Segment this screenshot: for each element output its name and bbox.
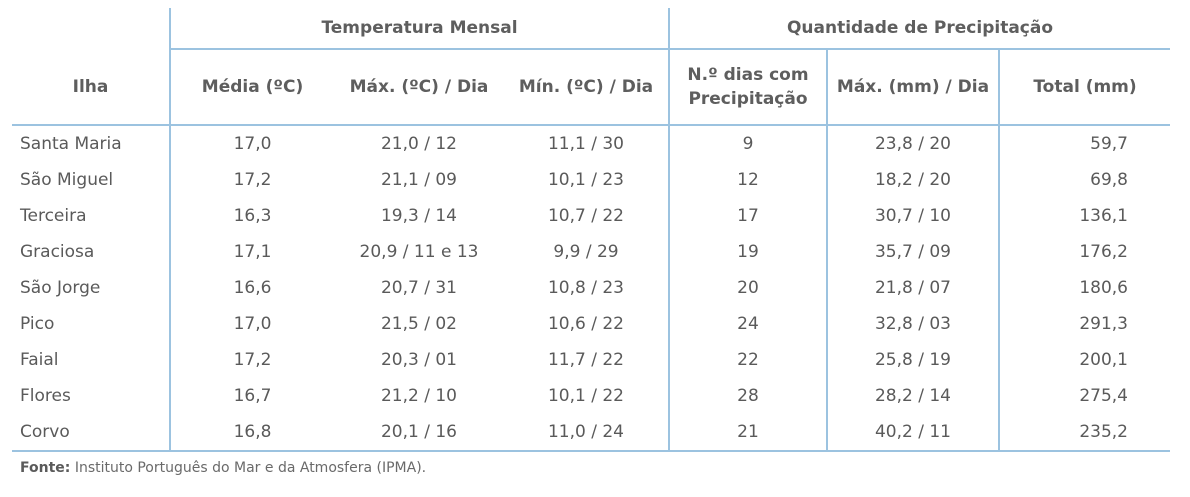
- cell-ilha: Terceira: [20, 206, 87, 226]
- cell-rain-days: 19: [668, 234, 827, 270]
- table-row: Terceira 16,3 19,3 / 14 10,7 / 22 17 30,…: [12, 198, 1170, 234]
- table-row: Flores 16,7 21,2 / 10 10,1 / 22 28 28,2 …: [12, 378, 1170, 414]
- cell-media: 17,0: [169, 125, 334, 162]
- source-note: Fonte: Instituto Português do Mar e da A…: [20, 460, 426, 476]
- cell-total-rain: 180,6: [998, 270, 1170, 306]
- table-row: Graciosa 17,1 20,9 / 11 e 13 9,9 / 29 19…: [12, 234, 1170, 270]
- cell-max-rain: 23,8 / 20: [826, 125, 999, 162]
- cell-total-rain: 69,8: [998, 162, 1170, 198]
- cell-max-temp: 20,3 / 01: [380, 350, 458, 370]
- cell-media: 17,0: [169, 306, 334, 342]
- cell-max-rain: 30,7 / 10: [826, 198, 999, 234]
- cell-max-rain: 21,8 / 07: [826, 270, 999, 306]
- cell-max-rain: 25,8 / 19: [826, 342, 999, 378]
- cell-max-rain: 28,2 / 14: [826, 378, 999, 414]
- cell-max-temp: 20,1 / 16: [334, 414, 504, 452]
- cell-max-temp: 20,7 / 31: [380, 278, 458, 298]
- column-header-row: Ilha Média (ºC) Máx. (ºC) / Dia Mín. (ºC…: [12, 49, 1170, 126]
- cell-total-rain: 200,1: [998, 342, 1170, 378]
- column-header-total-rain: Total (mm): [998, 49, 1170, 126]
- cell-max-rain: 40,2 / 11: [826, 414, 999, 452]
- table-row: Faial 17,2 20,3 / 01 11,7 / 22 22 25,8 /…: [12, 342, 1170, 378]
- cell-total-rain: 176,2: [998, 234, 1170, 270]
- column-header-max-temp: Máx. (ºC) / Dia: [334, 49, 504, 126]
- cell-media: 16,3: [169, 198, 334, 234]
- cell-min-temp: 9,9 / 29: [553, 242, 619, 262]
- group-header-temperature: Temperatura Mensal: [169, 8, 669, 50]
- cell-rain-days: 28: [668, 378, 827, 414]
- cell-ilha: Santa Maria: [20, 134, 122, 154]
- source-text: Instituto Português do Mar e da Atmosfer…: [70, 460, 427, 476]
- cell-max-temp: 21,5 / 02: [380, 314, 458, 334]
- cell-min-temp: 11,1 / 30: [547, 134, 625, 154]
- cell-min-temp: 11,7 / 22: [547, 350, 625, 370]
- cell-media: 16,8: [169, 414, 334, 452]
- cell-total-rain: 59,7: [998, 125, 1170, 162]
- group-header-row: Temperatura Mensal Quantidade de Precipi…: [12, 8, 1170, 50]
- cell-media: 16,6: [169, 270, 334, 306]
- column-header-max-rain: Máx. (mm) / Dia: [826, 49, 999, 126]
- cell-rain-days: 24: [668, 306, 827, 342]
- cell-max-temp: 21,2 / 10: [380, 386, 458, 406]
- cell-max-temp: 21,1 / 09: [380, 170, 458, 190]
- column-header-min-temp: Mín. (ºC) / Dia: [504, 49, 669, 126]
- cell-rain-days: 17: [668, 198, 827, 234]
- source-label: Fonte:: [20, 460, 71, 476]
- cell-max-temp: 20,9 / 11 e 13: [359, 242, 479, 262]
- climate-table: Temperatura Mensal Quantidade de Precipi…: [12, 8, 1170, 452]
- cell-min-temp: 10,8 / 23: [547, 278, 625, 298]
- cell-rain-days: 21: [668, 414, 827, 452]
- cell-min-temp: 10,1 / 23: [547, 170, 625, 190]
- cell-media: 17,1: [169, 234, 334, 270]
- table-row: Pico 17,0 21,5 / 02 10,6 / 22 24 32,8 / …: [12, 306, 1170, 342]
- cell-max-temp: 19,3 / 14: [380, 206, 458, 226]
- table-row: São Jorge 16,6 20,7 / 31 10,8 / 23 20 21…: [12, 270, 1170, 306]
- cell-total-rain: 235,2: [998, 414, 1170, 452]
- cell-ilha: São Jorge: [20, 278, 101, 298]
- cell-min-temp: 10,1 / 22: [547, 386, 625, 406]
- column-header-ilha: Ilha: [12, 49, 170, 126]
- cell-total-rain: 136,1: [998, 198, 1170, 234]
- cell-ilha: Pico: [20, 314, 55, 334]
- cell-ilha: Graciosa: [20, 242, 95, 262]
- cell-ilha: Corvo: [12, 414, 170, 452]
- cell-max-rain: 18,2 / 20: [826, 162, 999, 198]
- cell-media: 16,7: [169, 378, 334, 414]
- group-header-empty: [12, 8, 170, 49]
- cell-min-temp: 10,6 / 22: [547, 314, 625, 334]
- group-header-precipitation: Quantidade de Precipitação: [668, 8, 1170, 50]
- cell-ilha: Flores: [20, 386, 71, 406]
- table-row: Corvo 16,8 20,1 / 16 11,0 / 24 21 40,2 /…: [12, 414, 1170, 452]
- cell-min-temp: 11,0 / 24: [504, 414, 669, 452]
- cell-total-rain: 291,3: [998, 306, 1170, 342]
- cell-media: 17,2: [169, 342, 334, 378]
- cell-rain-days: 12: [668, 162, 827, 198]
- cell-max-rain: 32,8 / 03: [826, 306, 999, 342]
- cell-rain-days: 22: [668, 342, 827, 378]
- cell-min-temp: 10,7 / 22: [547, 206, 625, 226]
- cell-max-rain: 35,7 / 09: [826, 234, 999, 270]
- table-row: São Miguel 17,2 21,1 / 09 10,1 / 23 12 1…: [12, 162, 1170, 198]
- column-header-media: Média (ºC): [169, 49, 334, 126]
- cell-rain-days: 20: [668, 270, 827, 306]
- cell-max-temp: 21,0 / 12: [380, 134, 458, 154]
- column-header-rain-days: N.º dias com Precipitação: [668, 49, 827, 126]
- cell-ilha: São Miguel: [20, 170, 114, 190]
- cell-ilha: Faial: [20, 350, 59, 370]
- table-row: Santa Maria 17,0 21,0 / 12 11,1 / 30 9 2…: [12, 125, 1170, 162]
- table-body: Santa Maria 17,0 21,0 / 12 11,1 / 30 9 2…: [12, 125, 1170, 452]
- cell-media: 17,2: [169, 162, 334, 198]
- cell-total-rain: 275,4: [998, 378, 1170, 414]
- climate-table-container: Temperatura Mensal Quantidade de Precipi…: [12, 8, 1170, 452]
- cell-rain-days: 9: [668, 125, 827, 162]
